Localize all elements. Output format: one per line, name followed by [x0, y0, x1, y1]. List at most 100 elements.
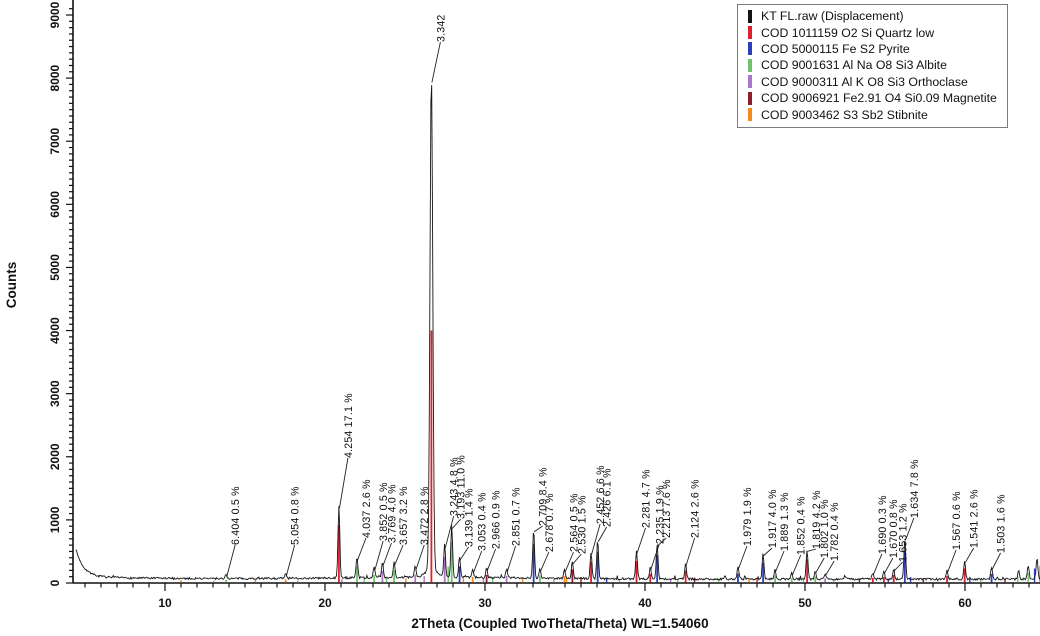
peak-label: 2.966 0.9 % [491, 490, 503, 549]
y-tick-label: 6000 [48, 191, 62, 218]
peak-label: 1.690 0.3 % [877, 495, 889, 554]
peak-label-leader [815, 557, 825, 574]
legend-item: COD 9003462 S3 Sb2 Stibnite [741, 106, 997, 122]
peak-label: 1.917 4.0 % [767, 489, 779, 548]
diffractogram-trace [75, 84, 1040, 582]
peak-label-leader [357, 537, 367, 561]
legend-color-marker-icon [748, 9, 752, 23]
peak-label: 1.802 1.0 % [819, 499, 831, 558]
peak-label: 3.657 3.2 % [398, 486, 410, 545]
legend-item-label: COD 5000115 Fe S2 Pyrite [761, 41, 910, 56]
legend-item-label: COD 9006921 Fe2.91 O4 Si0.09 Magnetite [761, 91, 997, 106]
peak-label-leader [394, 544, 404, 566]
y-tick-label: 0 [48, 579, 62, 586]
legend-item: COD 9001631 Al Na O8 Si3 Albite [741, 57, 997, 73]
peak-label-leader [807, 548, 817, 552]
peak-label: 2.235 1.9 % [654, 485, 666, 544]
peak-label: 4.254 17.1 % [343, 393, 355, 458]
peak-label: 4.037 2.6 % [361, 479, 373, 538]
y-tick-label: 5000 [48, 254, 62, 281]
peak-label: 3.342 [435, 14, 447, 42]
peak-label: 3.472 2.8 % [419, 486, 431, 545]
peak-label: 1.653 1.2 % [898, 503, 910, 562]
peak-label-leader [506, 545, 517, 573]
legend-item: COD 1011159 O2 Si Quartz low [741, 24, 997, 40]
legend-color-marker-icon [748, 75, 752, 89]
peak-label: 3.852 0.5 % [378, 482, 390, 541]
peak-label-leader [738, 545, 748, 570]
peak-label: 2.426 6.1 % [602, 468, 614, 527]
legend-item-label: COD 9000311 Al K O8 Si3 Orthoclase [761, 74, 968, 89]
y-axis-title: Counts [4, 262, 19, 309]
peak-label: 2.564 0.5 % [569, 493, 581, 552]
peak-label: 1.979 1.9 % [742, 487, 754, 546]
y-tick-label: 8000 [48, 64, 62, 91]
peak-label: 3.769 4.0 % [386, 484, 398, 543]
legend-item: COD 9000311 Al K O8 Si3 Orthoclase [741, 74, 997, 90]
y-tick-label: 2000 [48, 443, 62, 470]
y-tick-label: 4000 [48, 317, 62, 344]
peak-label: 1.634 7.8 % [909, 459, 921, 518]
peak-label: 2.709 8.4 % [538, 467, 550, 526]
legend-item: COD 5000115 Fe S2 Pyrite [741, 41, 997, 57]
x-axis-title: 2Theta (Coupled TwoTheta/Theta) WL=1.540… [411, 616, 708, 631]
peak-label-leader [459, 546, 469, 561]
peak-label-leader [872, 553, 883, 575]
peak-label: 1.541 2.6 % [969, 489, 981, 548]
x-tick-label: 10 [158, 596, 172, 610]
peak-label-leader [893, 561, 903, 572]
legend: KT FL.raw (Displacement) COD 1011159 O2 S… [737, 4, 1008, 128]
peak-label: 6.404 0.5 % [230, 486, 242, 545]
peak-label: 1.819 4.2 % [811, 490, 823, 549]
y-tick-label: 7000 [48, 128, 62, 155]
peak-label-leader [791, 554, 802, 576]
y-tick-label: 3000 [48, 380, 62, 407]
peak-label: 2.851 0.7 % [511, 487, 523, 546]
peak-label-leader [444, 515, 455, 549]
peak-label-leader [539, 551, 550, 572]
peak-label: 2.281 4.7 % [641, 469, 653, 528]
x-tick-label: 50 [798, 596, 812, 610]
y-tick-label: 9000 [48, 1, 62, 28]
peak-label-leader [591, 523, 601, 555]
peak-label-leader [374, 540, 384, 572]
peak-label-leader [597, 526, 608, 543]
peak-label-leader [338, 457, 349, 509]
peak-label-leader [947, 549, 957, 573]
peak-label-leader [285, 544, 296, 577]
legend-item: KT FL.raw (Displacement) [741, 8, 997, 24]
legend-item-label: COD 9003462 S3 Sb2 Stibnite [761, 107, 928, 122]
peak-label: 5.054 0.8 % [290, 486, 302, 545]
peak-label: 3.139 1.4 % [464, 488, 476, 547]
peak-label-leader [226, 544, 236, 578]
peak-label: 1.782 0.4 % [829, 502, 841, 561]
legend-item-label: COD 9001631 Al Na O8 Si3 Albite [761, 58, 947, 73]
peak-label-leader [564, 551, 574, 573]
x-tick-label: 20 [318, 596, 332, 610]
peak-label-leader [636, 527, 646, 554]
peak-label: 3.053 0.4 % [477, 492, 489, 551]
peak-label-leader [572, 553, 582, 565]
peak-label-leader [991, 552, 1001, 570]
peak-label: 3.193 11.0 % [456, 455, 468, 519]
peak-label: 2.452 6.6 % [595, 465, 607, 524]
x-tick-label: 60 [958, 596, 972, 610]
peak-label: 3.243 4.8 % [449, 457, 461, 516]
peak-label: 1.852 0.4 % [796, 496, 808, 555]
peak-label: 1.889 1.3 % [779, 492, 791, 551]
peak-label-leader [883, 557, 894, 574]
peak-label-leader [486, 548, 497, 572]
legend-color-marker-icon [748, 42, 752, 56]
peak-label: 2.530 1.5 % [576, 495, 588, 554]
peak-label-leader [451, 518, 462, 529]
legend-item: COD 9006921 Fe2.91 O4 Si0.09 Magnetite [741, 90, 997, 106]
peak-label-leader [472, 550, 483, 574]
peak-label-leader [964, 547, 975, 563]
peak-label-leader [431, 41, 441, 83]
legend-item-label: KT FL.raw (Displacement) [761, 9, 904, 24]
peak-label-leader [775, 550, 785, 572]
peak-label: 2.678 0.7 % [544, 493, 556, 552]
x-tick-label: 40 [638, 596, 652, 610]
